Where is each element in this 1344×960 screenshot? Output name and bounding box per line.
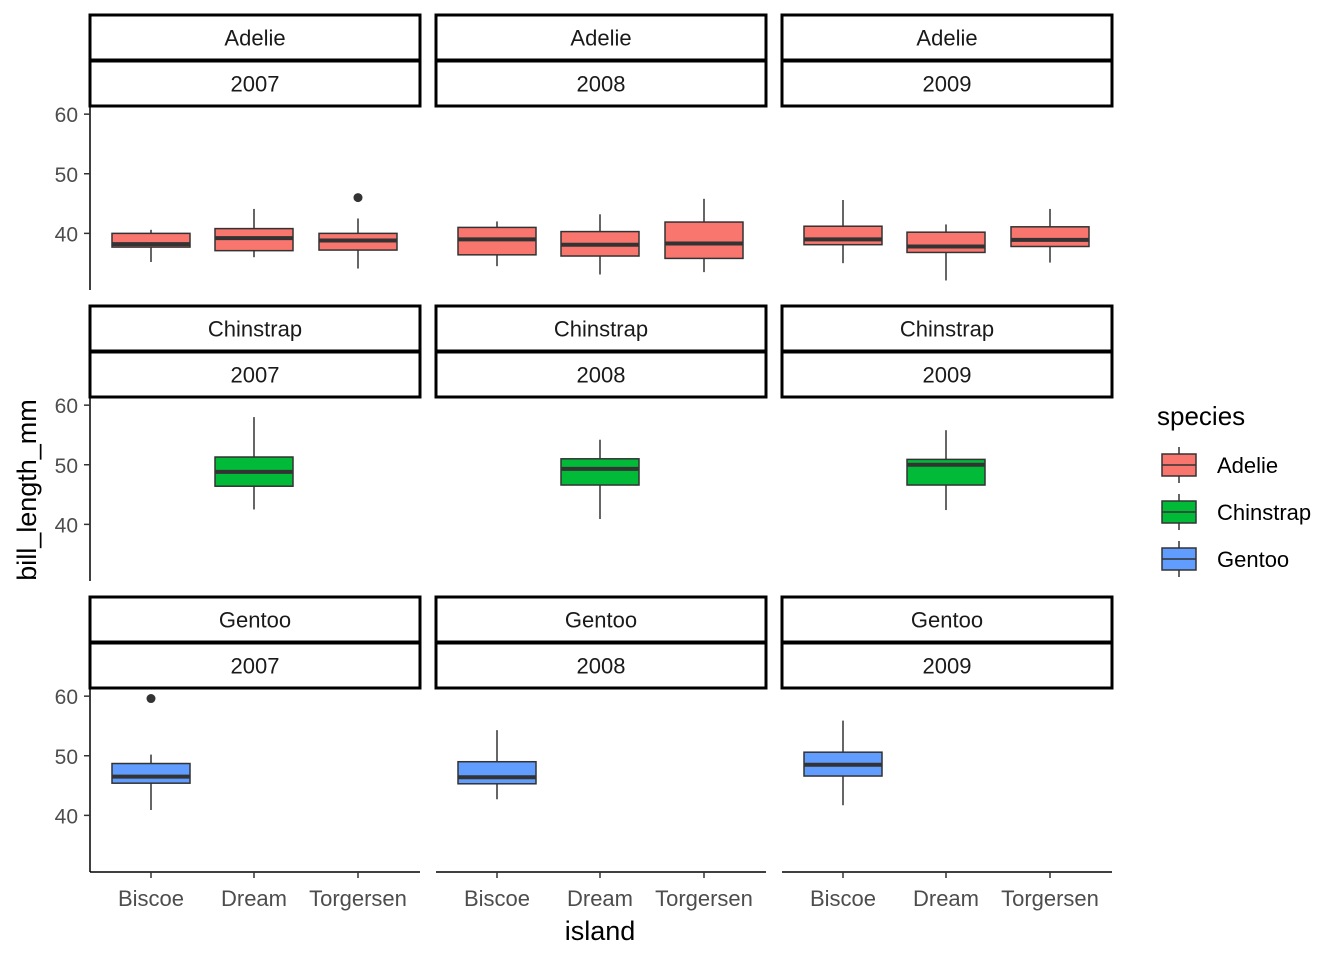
legend-keys: Adelie Chinstrap Gentoo — [1161, 447, 1311, 577]
box-iqr — [1010, 226, 1090, 248]
boxplot-box-dream — [214, 417, 294, 510]
boxplot-box-dream — [906, 224, 986, 281]
facet-panel: Chinstrap 2009 — [780, 304, 1114, 511]
facet-strip-year-label: 2009 — [923, 654, 972, 679]
x-tick-label: Dream — [567, 886, 633, 911]
y-tick-label: 50 — [55, 164, 78, 187]
boxplot-box-torgersen — [318, 193, 398, 269]
x-tick-label: Torgersen — [655, 886, 753, 911]
box-iqr — [803, 225, 883, 246]
outlier-point — [146, 694, 156, 704]
legend-key-adelie: Adelie — [1161, 447, 1278, 483]
facet-strip-year-label: 2008 — [577, 72, 626, 97]
legend-label: Adelie — [1217, 453, 1278, 478]
facet-strip-species-label: Adelie — [916, 26, 977, 51]
facet-panel: Gentoo 2008 Biscoe Dream Torgersen — [434, 595, 768, 911]
y-tick-label: 60 — [55, 686, 78, 709]
box-iqr — [111, 762, 191, 784]
boxplot-box-biscoe — [457, 221, 537, 267]
facet-strip-year — [88, 350, 422, 399]
legend-title: species — [1157, 401, 1245, 431]
boxplot-box-biscoe — [457, 730, 537, 800]
facet-strip-year — [780, 59, 1114, 108]
facet-panel: Chinstrap 2008 — [434, 304, 768, 520]
boxplot-box-biscoe — [111, 694, 191, 811]
facet-strip-year — [88, 59, 422, 108]
boxplot-box-dream — [560, 439, 640, 520]
facet-strip-species-label: Chinstrap — [554, 317, 648, 342]
legend-key-gentoo: Gentoo — [1161, 541, 1289, 577]
facet-panel: Chinstrap 2007 40 50 60 — [55, 304, 422, 581]
x-tick-label: Torgersen — [1001, 886, 1099, 911]
facet-panel: Adelie 2008 — [434, 13, 768, 275]
x-tick-label: Biscoe — [118, 886, 184, 911]
facet-strip-year-label: 2009 — [923, 72, 972, 97]
outlier-point — [353, 193, 363, 203]
facet-strip-species — [434, 304, 768, 353]
facet-strip-species-label: Gentoo — [219, 608, 291, 633]
y-tick-label: 50 — [55, 746, 78, 769]
facet-strip-species-label: Gentoo — [565, 608, 637, 633]
x-tick-label: Biscoe — [464, 886, 530, 911]
boxplot-box-biscoe — [111, 229, 191, 262]
y-tick-label: 60 — [55, 395, 78, 418]
facet-strip-year — [780, 350, 1114, 399]
facet-strip-species — [88, 595, 422, 644]
facet-strip-species-label: Chinstrap — [208, 317, 302, 342]
facet-strip-year — [434, 641, 768, 690]
facet-panel: Adelie 2007 40 50 60 — [55, 13, 422, 290]
boxplot-box-dream — [560, 214, 640, 275]
boxplot-box-torgersen — [664, 198, 744, 273]
boxplot-box-torgersen — [1010, 208, 1090, 263]
x-tick-label: Torgersen — [309, 886, 407, 911]
facet-panel: Gentoo 2009 Biscoe Dream Torgersen — [780, 595, 1114, 911]
legend-label: Chinstrap — [1217, 500, 1311, 525]
y-axis-title: bill_length_mm — [12, 399, 42, 581]
box-iqr — [560, 458, 640, 486]
legend-key-chinstrap: Chinstrap — [1161, 494, 1311, 530]
legend-label: Gentoo — [1217, 547, 1289, 572]
facet-strip-year-label: 2009 — [923, 363, 972, 388]
y-tick-label: 50 — [55, 455, 78, 478]
facet-strip-species — [780, 595, 1114, 644]
facet-strip-species — [780, 304, 1114, 353]
facet-strip-species — [88, 304, 422, 353]
facet-strip-species-label: Adelie — [224, 26, 285, 51]
y-tick-label: 40 — [55, 223, 78, 246]
y-tick-label: 40 — [55, 805, 78, 828]
facet-strip-species — [88, 13, 422, 62]
facet-panel: Gentoo 2007 40 50 60 Biscoe Dream Torgersen — [55, 595, 422, 911]
facet-strip-year — [780, 641, 1114, 690]
facet-strip-year-label: 2008 — [577, 363, 626, 388]
y-tick-label: 40 — [55, 514, 78, 537]
boxplot-box-biscoe — [803, 199, 883, 264]
y-tick-label: 60 — [55, 104, 78, 127]
facet-strip-year-label: 2008 — [577, 654, 626, 679]
boxplot-box-dream — [906, 430, 986, 511]
facet-strip-species-label: Chinstrap — [900, 317, 994, 342]
x-tick-label: Dream — [221, 886, 287, 911]
facet-strip-year-label: 2007 — [231, 654, 280, 679]
boxplot-box-biscoe — [803, 720, 883, 806]
facet-strip-species-label: Adelie — [570, 26, 631, 51]
facet-strip-year-label: 2007 — [231, 363, 280, 388]
facet-strip-year — [434, 59, 768, 108]
facet-panel: Adelie 2009 — [780, 13, 1114, 281]
box-iqr — [906, 231, 986, 254]
facet-strip-year-label: 2007 — [231, 72, 280, 97]
x-tick-label: Biscoe — [810, 886, 876, 911]
box-iqr — [457, 760, 537, 785]
panels-layer: Adelie2007405060Adelie2008Adelie2009Chin… — [55, 13, 1114, 911]
box-iqr — [664, 221, 744, 260]
facet-strip-species-label: Gentoo — [911, 608, 983, 633]
legend: species Adelie Chinstrap Gentoo — [1157, 401, 1311, 577]
facet-strip-year — [434, 350, 768, 399]
x-tick-label: Dream — [913, 886, 979, 911]
facet-strip-year — [88, 641, 422, 690]
x-axis-title: island — [565, 916, 636, 946]
boxplot-box-dream — [214, 208, 294, 258]
